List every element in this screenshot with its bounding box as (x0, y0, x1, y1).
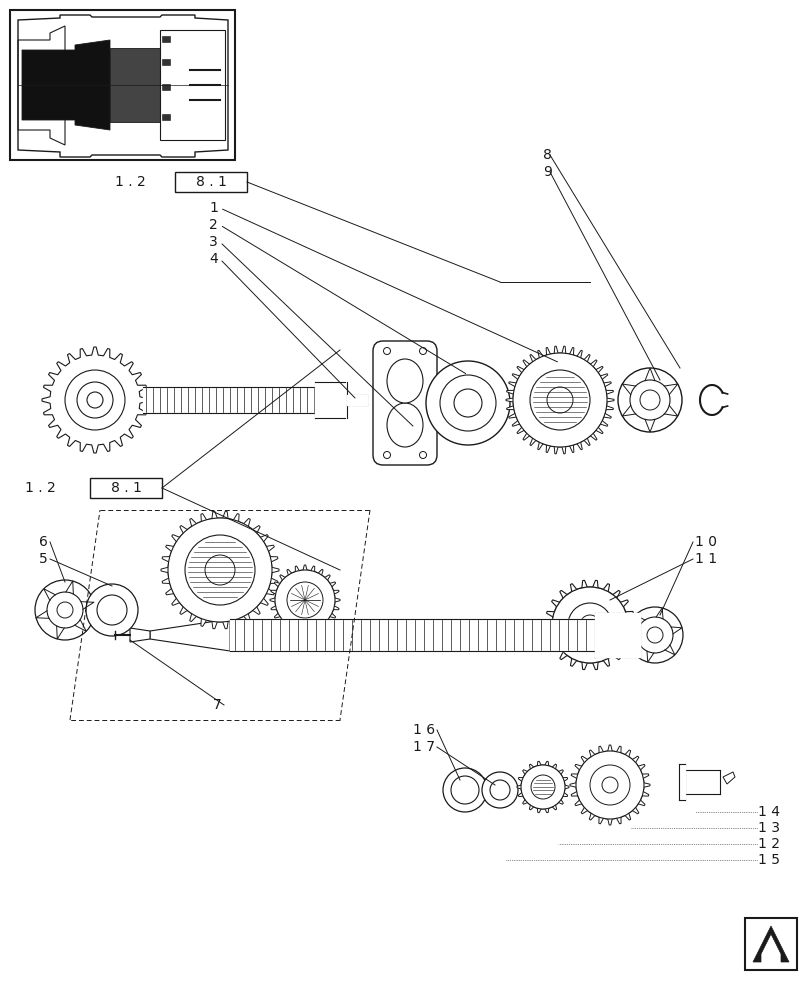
Polygon shape (545, 580, 635, 670)
Circle shape (47, 592, 83, 628)
Circle shape (531, 775, 555, 799)
Circle shape (77, 382, 113, 418)
Text: 7: 7 (213, 698, 222, 712)
Circle shape (530, 370, 590, 430)
Circle shape (547, 387, 573, 413)
Circle shape (168, 518, 272, 622)
Text: 1 . 2: 1 . 2 (25, 481, 56, 495)
Circle shape (287, 582, 323, 618)
Text: 5: 5 (40, 552, 48, 566)
Circle shape (630, 380, 670, 420)
Text: 8: 8 (543, 148, 552, 162)
Circle shape (419, 348, 427, 355)
Polygon shape (517, 761, 569, 813)
Circle shape (590, 765, 630, 805)
Circle shape (443, 768, 487, 812)
Circle shape (87, 392, 103, 408)
Circle shape (647, 627, 663, 643)
Polygon shape (22, 40, 110, 130)
Circle shape (440, 375, 496, 431)
Bar (10, 10, 235, 160)
FancyBboxPatch shape (373, 341, 437, 465)
Bar (162, 84, 170, 90)
Text: 1 4: 1 4 (758, 805, 780, 819)
Circle shape (637, 617, 673, 653)
Circle shape (454, 389, 482, 417)
Text: 1 2: 1 2 (758, 837, 780, 851)
Bar (90, 478, 162, 498)
Text: 9: 9 (543, 165, 552, 179)
Polygon shape (753, 926, 789, 962)
Ellipse shape (387, 359, 423, 403)
Polygon shape (765, 948, 777, 960)
Text: 1 5: 1 5 (758, 853, 780, 867)
Circle shape (568, 603, 612, 647)
Circle shape (451, 776, 479, 804)
Bar (110, 48, 160, 122)
Circle shape (602, 777, 618, 793)
Circle shape (275, 570, 335, 630)
Text: 1 6: 1 6 (413, 723, 435, 737)
Circle shape (97, 595, 127, 625)
Circle shape (640, 390, 660, 410)
Circle shape (205, 555, 235, 585)
Bar (162, 59, 170, 65)
Polygon shape (570, 745, 650, 825)
Circle shape (521, 765, 565, 809)
Circle shape (552, 587, 628, 663)
Text: 2: 2 (209, 218, 218, 232)
Text: 1 7: 1 7 (413, 740, 435, 754)
Ellipse shape (387, 403, 423, 447)
Circle shape (513, 353, 607, 447)
Circle shape (185, 535, 255, 605)
Bar (160, 30, 225, 140)
Circle shape (35, 580, 95, 640)
Text: 8 . 1: 8 . 1 (196, 175, 226, 189)
Text: 1 3: 1 3 (758, 821, 780, 835)
Circle shape (426, 361, 510, 445)
Polygon shape (270, 565, 340, 635)
Circle shape (384, 452, 390, 458)
Circle shape (384, 348, 390, 355)
Text: 4: 4 (209, 252, 218, 266)
Circle shape (65, 370, 125, 430)
Circle shape (57, 602, 73, 618)
Polygon shape (130, 628, 150, 642)
Text: 8 . 1: 8 . 1 (111, 481, 141, 495)
Polygon shape (506, 346, 614, 454)
Bar (745, 918, 797, 970)
Polygon shape (723, 772, 735, 784)
Circle shape (482, 772, 518, 808)
Circle shape (419, 452, 427, 458)
Circle shape (490, 780, 510, 800)
Text: 1: 1 (209, 201, 218, 215)
Polygon shape (161, 511, 279, 629)
Text: 3: 3 (209, 235, 218, 249)
Bar (162, 114, 170, 120)
Circle shape (627, 607, 683, 663)
Bar (175, 172, 247, 192)
Polygon shape (150, 619, 230, 651)
Text: 1 0: 1 0 (695, 535, 717, 549)
Bar (162, 36, 170, 42)
Circle shape (86, 584, 138, 636)
Polygon shape (42, 347, 148, 453)
Text: 6: 6 (39, 535, 48, 549)
Circle shape (618, 368, 682, 432)
Circle shape (580, 615, 600, 635)
Circle shape (576, 751, 644, 819)
Text: 1 1: 1 1 (695, 552, 718, 566)
Text: 1 . 2: 1 . 2 (115, 175, 145, 189)
